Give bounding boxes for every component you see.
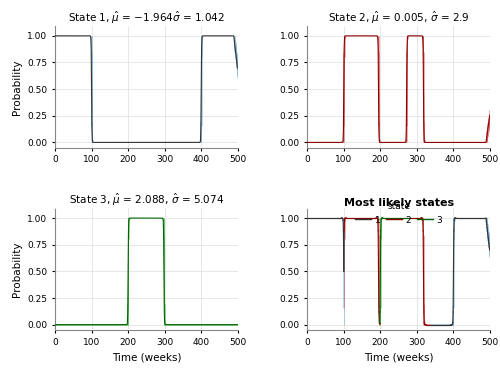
Y-axis label: Probability: Probability xyxy=(12,59,22,115)
Title: Most likely states: Most likely states xyxy=(344,198,454,208)
Title: State 3, $\hat{\mu}$ = 2.088, $\hat{\sigma}$ = 5.074: State 3, $\hat{\mu}$ = 2.088, $\hat{\sig… xyxy=(69,192,224,208)
X-axis label: Time (weeks): Time (weeks) xyxy=(364,352,434,362)
Title: State 2, $\hat{\mu}$ = 0.005, $\hat{\sigma}$ = 2.9: State 2, $\hat{\mu}$ = 0.005, $\hat{\sig… xyxy=(328,10,470,26)
Title: State 1, $\hat{\mu}$ = −1.964$\hat{\sigma}$ = 1.042: State 1, $\hat{\mu}$ = −1.964$\hat{\sigm… xyxy=(68,10,225,26)
X-axis label: Time (weeks): Time (weeks) xyxy=(112,352,181,362)
Legend: 1, 2, 3: 1, 2, 3 xyxy=(351,198,446,228)
Y-axis label: Probability: Probability xyxy=(12,242,22,297)
